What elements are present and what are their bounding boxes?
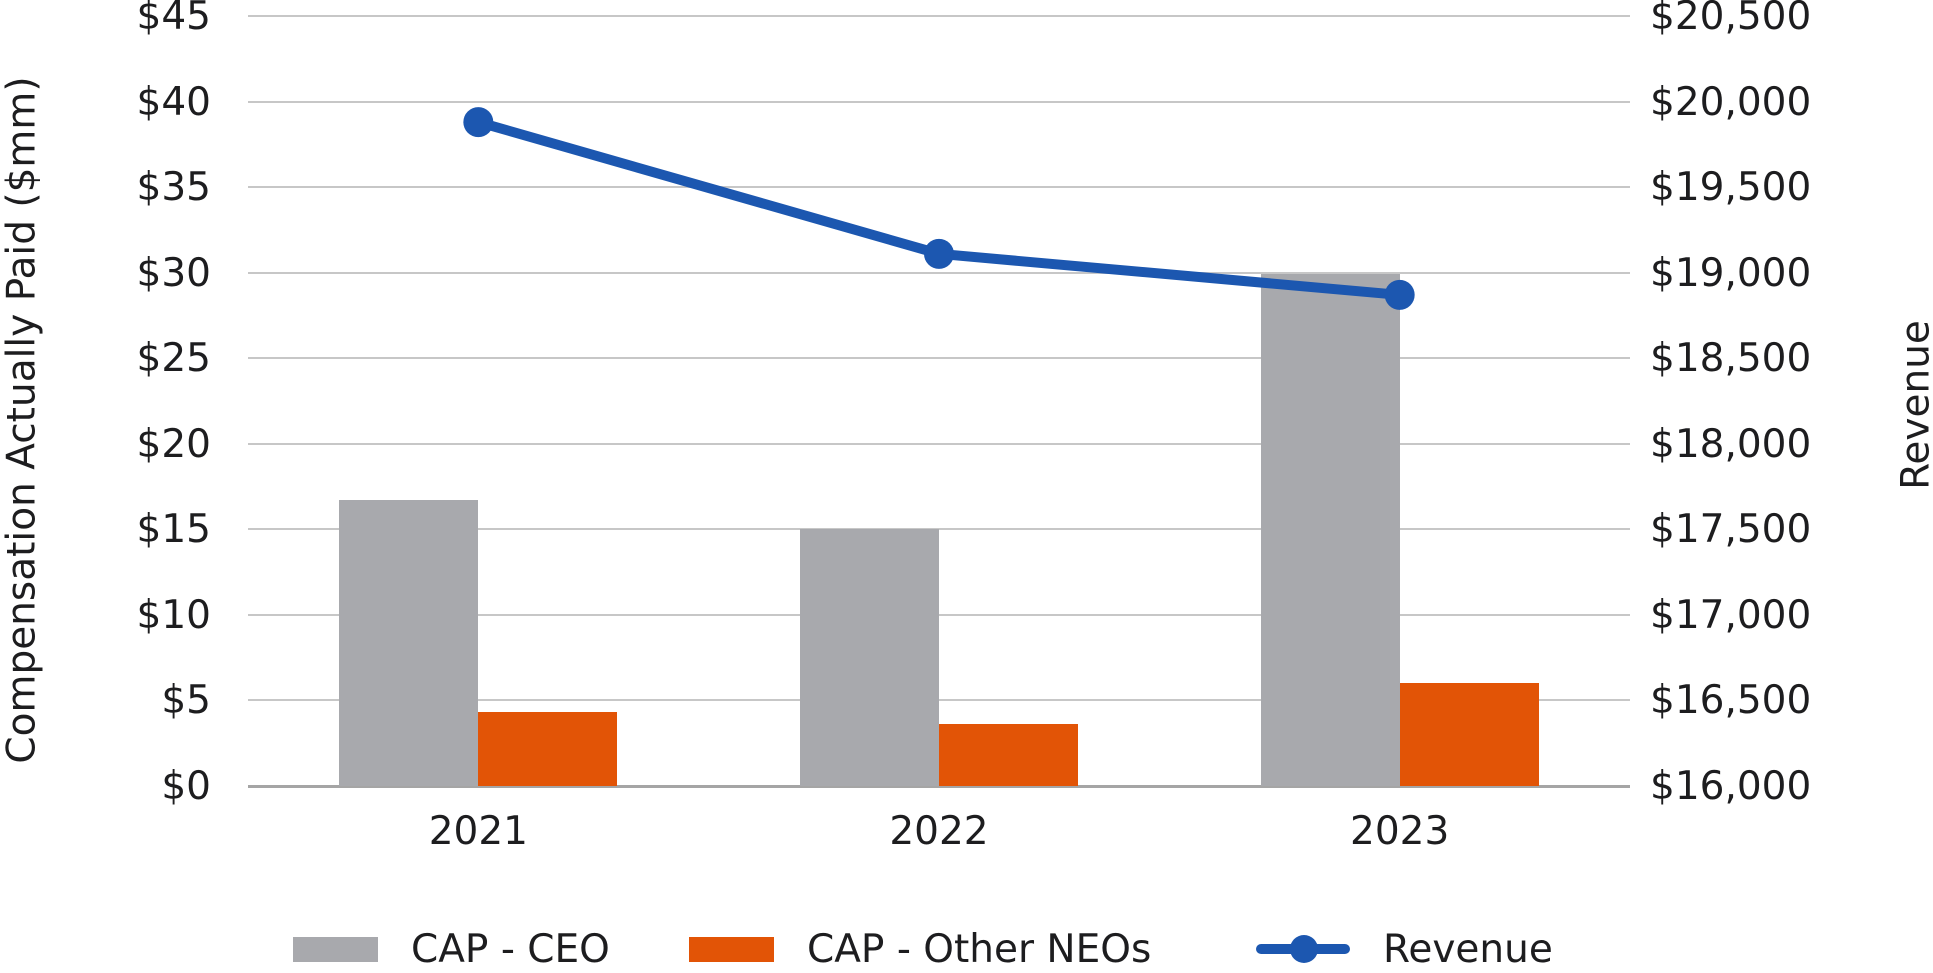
gridline: [248, 15, 1630, 17]
gridline: [248, 442, 1630, 445]
left-axis-tick-label: $0: [161, 764, 211, 809]
left-axis-tick-label: $35: [136, 165, 211, 211]
revenue-marker-2021: [463, 107, 494, 138]
x-axis-label-2023: 2023: [1350, 809, 1450, 854]
cap-ceo-bar-2023: [1260, 274, 1400, 786]
right-axis-tick-label: $16,000: [1650, 764, 1812, 809]
cap-ceo-bar-2022: [800, 529, 939, 786]
revenue-marker-2022: [924, 238, 954, 269]
right-axis-tick-label: $18,000: [1650, 421, 1812, 467]
gridline: [248, 357, 1630, 360]
left-axis-tick-label: $40: [136, 79, 211, 125]
legend-item-cap-ceo: CAP - CEO: [293, 927, 610, 971]
x-axis-label-2021: 2021: [428, 809, 528, 854]
left-axis-tick-label: $25: [136, 336, 211, 382]
left-axis-tick-label: $10: [136, 592, 211, 638]
revenue-line-swatch: [1256, 935, 1350, 963]
left-axis-tick-label: $20: [136, 421, 211, 467]
right-axis-tick-label: $16,500: [1650, 678, 1812, 724]
revenue-line: [476, 117, 1401, 300]
left-axis-tick-label: $45: [136, 0, 211, 39]
gridline: [248, 699, 1630, 702]
cap-other-neos-bar-2022: [939, 724, 1078, 786]
left-axis-tick-label: $15: [136, 507, 211, 553]
gridline: [248, 613, 1630, 616]
gridline: [248, 271, 1630, 274]
x-axis-label-2022: 2022: [889, 809, 989, 854]
cap-other-neos-bar-2021: [478, 712, 618, 786]
left-axis-tick-label: $5: [161, 678, 211, 724]
right-axis-tick-label: $19,000: [1650, 250, 1812, 296]
cap-other-neos-swatch: [689, 936, 774, 962]
right-axis-tick-label: $19,500: [1650, 165, 1812, 211]
x-axis-line: [248, 785, 1630, 788]
cap-other-neos-bar-2023: [1399, 683, 1539, 786]
legend: CAP - CEO CAP - Other NEOs Revenue: [0, 927, 1933, 971]
gridline: [248, 528, 1630, 531]
cap-other-neos-legend-label: CAP - Other NEOs: [807, 926, 1152, 972]
cap-ceo-swatch: [293, 936, 378, 962]
gridline: [248, 100, 1630, 103]
right-axis-tick-label: $17,000: [1650, 592, 1812, 638]
legend-item-cap-other-neos: CAP - Other NEOs: [689, 927, 1151, 971]
right-axis-tick-label: $17,500: [1650, 507, 1812, 553]
revenue-swatch-marker-icon: [1290, 935, 1318, 963]
right-axis-tick-label: $18,500: [1650, 336, 1812, 382]
revenue-line-layer: [463, 107, 1415, 310]
cap-ceo-bar-2021: [339, 500, 479, 786]
legend-item-revenue: Revenue: [1256, 927, 1553, 971]
revenue-legend-label: Revenue: [1383, 926, 1553, 972]
revenue-marker-2023: [1384, 279, 1415, 310]
left-axis-tick-label: $30: [136, 250, 211, 296]
right-axis-tick-label: $20,500: [1650, 0, 1812, 39]
gridline: [248, 186, 1630, 189]
right-axis-tick-label: $20,000: [1650, 79, 1812, 125]
cap-ceo-legend-label: CAP - CEO: [411, 926, 610, 972]
